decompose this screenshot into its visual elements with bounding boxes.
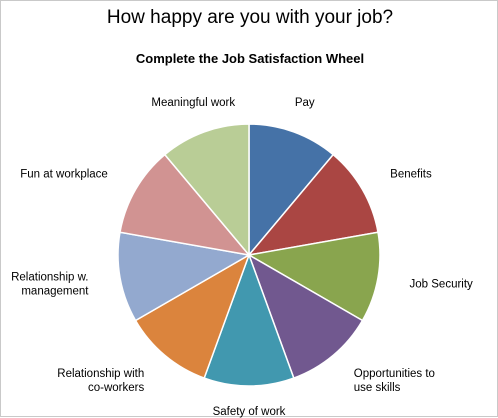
- slice-label-relationship-with-co-workers: Relationship with co-workers: [57, 368, 144, 394]
- chart-subtitle: Complete the Job Satisfaction Wheel: [135, 51, 365, 66]
- pie-slice-relationship-with-co-workers: [134, 253, 251, 380]
- pie-slice-fun-at-workplace: [119, 153, 251, 257]
- slice-label-opportunities-to-use-skills: Opportunities to use skills: [354, 368, 435, 394]
- pie-slice-relationship-w-management: [117, 231, 252, 322]
- pie-slice-pay: [248, 123, 335, 258]
- chart-title: How happy are you with your job?: [106, 7, 394, 28]
- slice-label-safety-of-work-environment: Safety of workenvironment: [213, 406, 286, 418]
- pie-slice-job-security: [246, 231, 381, 322]
- slice-label-benefits: Benefits: [390, 169, 432, 181]
- slice-label-fun-at-workplace: Fun at workplace: [20, 169, 108, 181]
- slice-label-job-security: Job Security: [410, 278, 474, 290]
- pie-slice-safety-of-work-environment: [203, 252, 295, 387]
- pie-slice-meaningful-work: [163, 123, 250, 258]
- slice-label-meaningful-work: Meaningful work: [151, 97, 235, 109]
- pie-slice-opportunities-to-use-skills: [247, 253, 364, 380]
- pie-slice-benefits: [247, 153, 379, 257]
- slice-label-relationship-w-management: Relationship w. management: [11, 271, 89, 297]
- slice-label-pay: Pay: [295, 97, 315, 109]
